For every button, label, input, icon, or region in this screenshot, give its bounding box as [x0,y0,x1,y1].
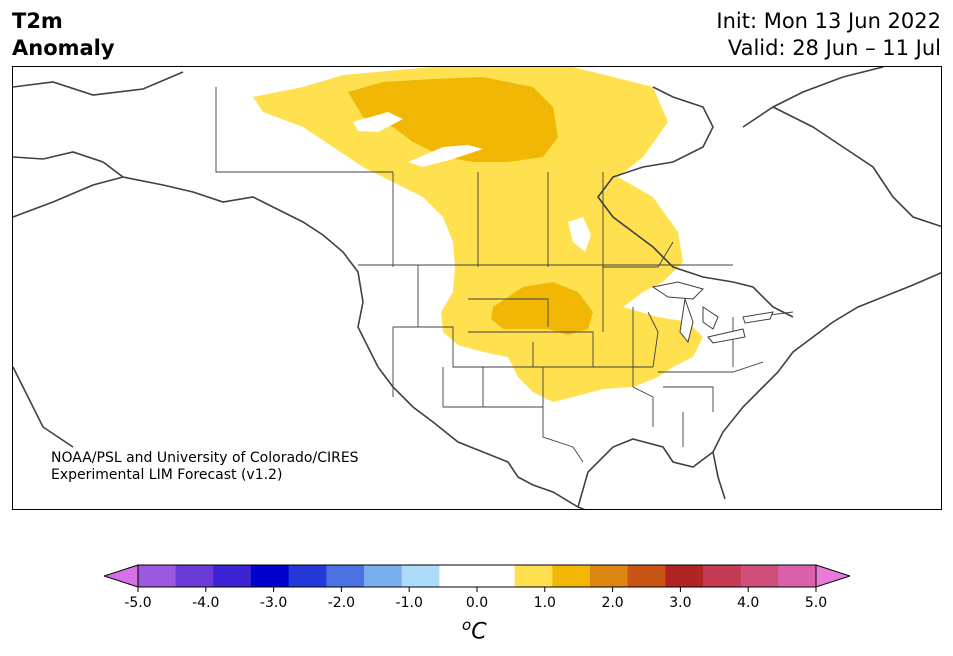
lake-patch [353,112,403,132]
colorbar-max-arrow [815,564,850,588]
unit-symbol: C [471,619,487,645]
colorbar-cell [439,565,478,587]
colorbar-tick-label: 2.0 [601,595,623,611]
colorbar-ticks: -5.0 -4.0 -3.0 -2.0 -1.0 0.0 1.0 2.0 3.0 4.0 5.0 [124,587,827,611]
forecast-dates: Init: Mon 13 Jun 2022 Valid: 28 Jun – 11… [716,8,941,62]
colorbar-cell [627,565,666,587]
colorbar-cell [665,565,704,587]
colorbar-tick-label: 1.0 [534,595,556,611]
colorbar-cell [175,565,214,587]
colorbar-cell [138,565,177,587]
unit-label: oC [462,616,487,644]
moderate-warm-anomaly-north [348,77,558,162]
colorbar-cell [288,565,327,587]
chart-title: T2m Anomaly [12,8,115,62]
lake-patch [568,217,591,252]
colorbar-cell [326,565,365,587]
colorbar-tick-label: 4.0 [737,595,759,611]
title-type: Anomaly [12,36,115,60]
colorbar-tick-label: 5.0 [805,595,827,611]
colorbar-tick-label: 3.0 [669,595,691,611]
credit-line-1: NOAA/PSL and University of Colorado/CIRE… [51,450,359,466]
colorbar-min-arrow [104,564,139,588]
anomaly-map: NOAA/PSL and University of Colorado/CIRE… [12,66,942,510]
colorbar-cell [590,565,629,587]
colorbar-tick-label: -5.0 [124,595,151,611]
colorbar-tick-label: 0.0 [466,595,488,611]
map-canvas [13,67,941,509]
colorbar-cell [477,565,516,587]
credit-line-2: Experimental LIM Forecast (v1.2) [51,467,283,483]
moderate-warm-anomaly-central [491,282,593,335]
coastlines [13,67,941,509]
colorbar-cell [778,565,817,587]
colorbar-cell [364,565,403,587]
colorbar-cell [514,565,553,587]
colorbar-tick-label: -1.0 [396,595,423,611]
unit-degree-symbol: o [462,616,472,634]
colorbar-tick-label: -4.0 [192,595,219,611]
colorbar-cell [703,565,742,587]
colorbar-cell [740,565,779,587]
colorbar-cells [104,564,850,588]
title-variable: T2m [12,9,63,33]
colorbar-cell [552,565,591,587]
valid-range: Valid: 28 Jun – 11 Jul [727,36,941,60]
great-lakes [651,281,774,344]
colorbar-cell [251,565,290,587]
init-date: Init: Mon 13 Jun 2022 [716,9,941,33]
colorbar: -5.0 -4.0 -3.0 -2.0 -1.0 0.0 1.0 2.0 3.0 4.0 5.0 [104,564,850,611]
colorbar-tick-label: -3.0 [260,595,287,611]
lake-patch [408,145,483,167]
colorbar-cell [401,565,440,587]
colorbar-tick-label: -2.0 [328,595,355,611]
credit-text: NOAA/PSL and University of Colorado/CIRE… [51,450,359,484]
colorbar-cell [213,565,252,587]
